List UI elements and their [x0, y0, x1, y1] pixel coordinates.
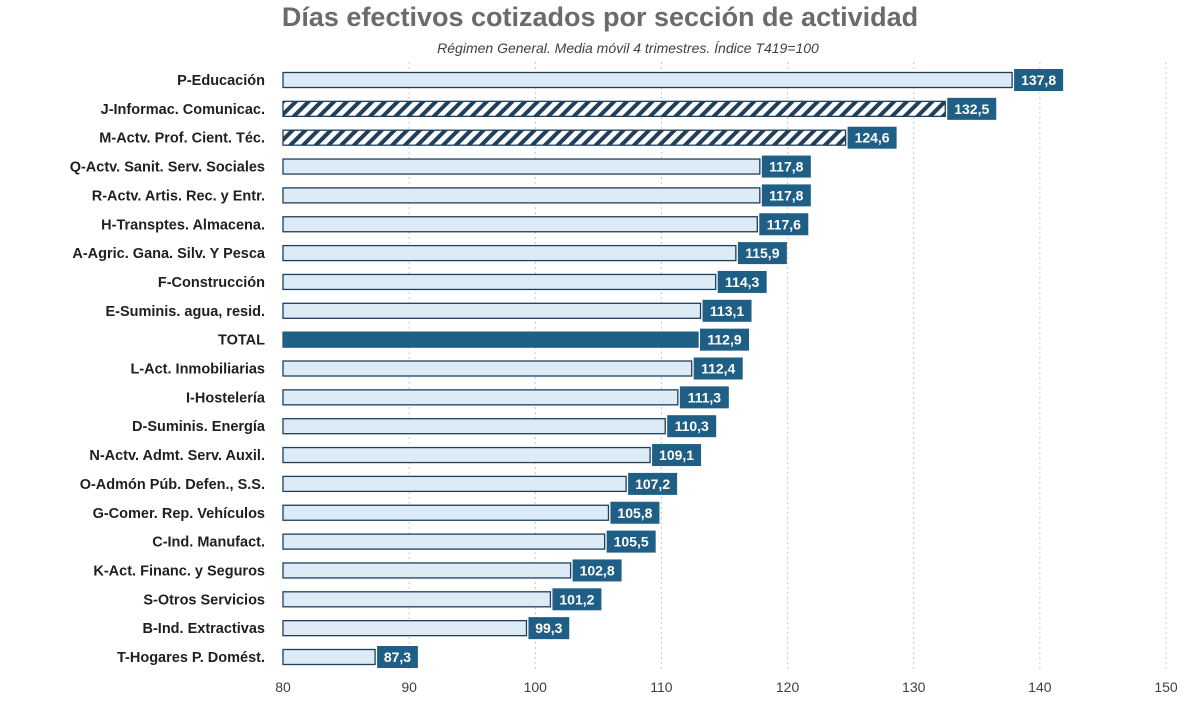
category-label: C-Ind. Manufact.	[152, 535, 265, 551]
value-label-box	[847, 126, 897, 149]
category-label: I-Hostelería	[186, 390, 266, 406]
value-label: 117,6	[767, 216, 801, 232]
category-labels: P-Educación J-Informac. Comunicac. M-Actv.…	[70, 73, 266, 666]
category-label: L-Act. Inmobiliarias	[130, 362, 265, 378]
bar	[282, 504, 610, 521]
category-label: K-Act. Financ. y Seguros	[93, 563, 265, 579]
value-label: 105,8	[617, 505, 652, 521]
bar	[282, 302, 702, 319]
x-tick-label: 120	[776, 679, 800, 695]
category-label: TOTAL	[218, 333, 265, 349]
bar	[282, 187, 761, 204]
value-label-box	[552, 588, 602, 611]
value-label-box	[528, 617, 570, 640]
value-label: 101,2	[559, 591, 594, 607]
bar	[282, 71, 1013, 89]
bar	[282, 129, 847, 146]
x-tick-label: 140	[1028, 679, 1052, 695]
value-label-box	[947, 97, 997, 120]
bar	[282, 620, 528, 637]
category-label: D-Suminis. Energía	[132, 419, 266, 435]
category-label: M-Actv. Prof. Cient. Téc.	[99, 131, 265, 147]
bar	[282, 446, 651, 464]
x-tick-label: 150	[1154, 679, 1178, 695]
bar	[282, 533, 606, 550]
bar	[282, 648, 376, 666]
value-label: 107,2	[635, 476, 670, 492]
value-label: 87,3	[384, 649, 411, 665]
bar	[282, 273, 717, 291]
bar	[282, 158, 761, 175]
value-label-box	[572, 559, 622, 582]
category-label: J-Informac. Comunicac.	[101, 102, 265, 118]
x-tick-label: 110	[650, 679, 673, 695]
x-tick-label: 80	[275, 679, 291, 695]
bar	[282, 244, 737, 262]
value-label-box	[759, 213, 809, 236]
category-label: A-Agric. Gana. Silv. Y Pesca	[72, 246, 266, 262]
value-label: 110,3	[675, 418, 709, 434]
category-label: E-Suminis. agua, resid.	[105, 304, 265, 320]
value-label-box	[717, 270, 767, 293]
value-label-box	[700, 328, 750, 351]
value-label-box	[693, 357, 743, 380]
value-label: 113,1	[710, 303, 744, 319]
value-label-box	[606, 530, 656, 553]
value-label: 117,8	[769, 187, 803, 203]
value-label: 105,5	[614, 534, 649, 550]
category-label: B-Ind. Extractivas	[143, 621, 266, 637]
category-label: R-Actv. Artis. Rec. y Entr.	[92, 188, 265, 204]
x-tick-label: 130	[902, 679, 926, 695]
value-label: 117,8	[769, 159, 803, 175]
value-label: 115,9	[745, 245, 779, 261]
value-label-box	[610, 501, 660, 524]
category-label: O-Admón Púb. Defen., S.S.	[80, 477, 265, 493]
value-label-box	[1014, 69, 1064, 91]
category-label: N-Actv. Admt. Serv. Auxil.	[89, 448, 265, 464]
value-label: 132,5	[954, 101, 989, 117]
value-label-box	[652, 444, 702, 467]
bars	[282, 71, 1013, 666]
value-label-box	[761, 184, 811, 207]
bar	[282, 389, 679, 406]
bar	[282, 475, 627, 493]
value-label: 112,4	[701, 361, 735, 377]
chart-subtitle: Régimen General. Media móvil 4 trimestre…	[437, 40, 819, 56]
value-label: 114,3	[725, 274, 759, 290]
category-label: P-Educación	[177, 73, 265, 89]
value-label: 109,1	[659, 447, 694, 463]
value-labels: 137,8 132,5 124,6 117,8 117,8 117,6 115,9 114,3…	[377, 69, 1064, 668]
bar	[282, 591, 552, 608]
value-label-box	[737, 242, 787, 265]
category-label: Q-Actv. Sanit. Serv. Sociales	[70, 160, 265, 176]
value-label: 112,9	[707, 332, 741, 348]
value-label: 99,3	[535, 620, 562, 636]
x-axis-ticks: 80 90 100 110 120 130 140 150	[275, 679, 1178, 695]
bar	[282, 360, 693, 377]
chart-title: Días efectivos cotizados por sección de …	[281, 2, 919, 32]
bar	[282, 562, 572, 579]
category-label: H-Transptes. Almacena.	[101, 217, 265, 233]
category-label: S-Otros Servicios	[143, 592, 265, 608]
value-label-box	[377, 646, 418, 668]
value-label-box	[667, 415, 717, 438]
bar	[282, 418, 666, 435]
value-label-box	[628, 472, 678, 495]
value-label: 111,3	[688, 389, 722, 405]
x-tick-label: 100	[524, 679, 548, 695]
category-label: T-Hogares P. Domést.	[117, 650, 265, 666]
category-label: F-Construcción	[158, 275, 265, 291]
value-label: 124,6	[855, 130, 890, 146]
bar	[282, 331, 699, 348]
value-label-box	[679, 386, 729, 409]
value-label-box	[702, 299, 752, 322]
value-label-box	[761, 155, 811, 178]
category-label: G-Comer. Rep. Vehículos	[93, 506, 265, 522]
bar	[282, 216, 758, 233]
x-tick-label: 90	[401, 679, 417, 695]
value-label: 102,8	[580, 562, 615, 578]
value-label: 137,8	[1021, 72, 1056, 88]
bar	[282, 100, 946, 117]
